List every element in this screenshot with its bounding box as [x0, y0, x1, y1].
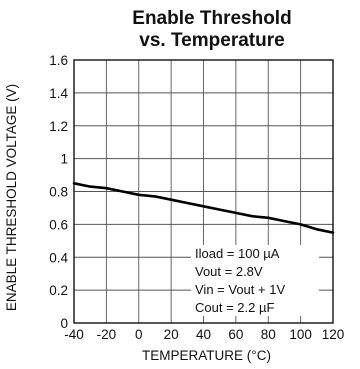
x-tick-label: 80 [261, 327, 276, 342]
y-tick-label: 0.4 [49, 250, 68, 265]
plot-frame [73, 59, 334, 324]
note-vin: Vin = Vout + 1V [195, 282, 285, 297]
x-tick-label: -20 [97, 327, 117, 342]
test-conditions-background [191, 245, 319, 316]
y-tick-label: 1.2 [49, 119, 68, 134]
y-tick-label: 1.4 [49, 86, 68, 101]
y-tick-label: 1.6 [49, 53, 68, 68]
x-tick-label: 60 [228, 327, 243, 342]
x-tick-label: 100 [289, 327, 312, 342]
y-axis-title: ENABLE THRESHOLD VOLTAGE (V) [4, 84, 19, 311]
note-vout: Vout = 2.8V [195, 264, 263, 279]
x-tick-label: -40 [64, 327, 84, 342]
note-cout: Cout = 2.2 µF [195, 300, 274, 315]
y-tick-label: 1 [60, 152, 68, 167]
y-tick-label: 0 [60, 316, 68, 331]
series-line [72, 182, 335, 234]
x-tick-label: 40 [196, 327, 211, 342]
y-tick-label: 0.6 [49, 217, 68, 232]
test-conditions: Iload = 100 µA Vout = 2.8V Vin = Vout + … [191, 245, 319, 316]
x-tick-label: 0 [135, 327, 143, 342]
tick-labels: -40 -20 0 20 40 60 80 100 120 0 0.2 0.4 0.6 0.8 1 1.2 1.… [49, 53, 344, 342]
y-tick-label: 0.8 [49, 185, 68, 200]
note-iload: Iload = 100 µA [195, 246, 280, 261]
series [72, 182, 335, 234]
x-axis-title: TEMPERATURE (°C) [142, 348, 271, 363]
titles: Enable Threshold vs. Temperature TEMPERA… [4, 8, 292, 363]
chart-title-line-2: vs. Temperature [139, 30, 284, 51]
chart-title-line-1: Enable Threshold [132, 8, 291, 29]
y-tick-label: 0.2 [49, 283, 68, 298]
x-tick-label: 20 [164, 327, 179, 342]
x-tick-label: 120 [322, 327, 345, 342]
